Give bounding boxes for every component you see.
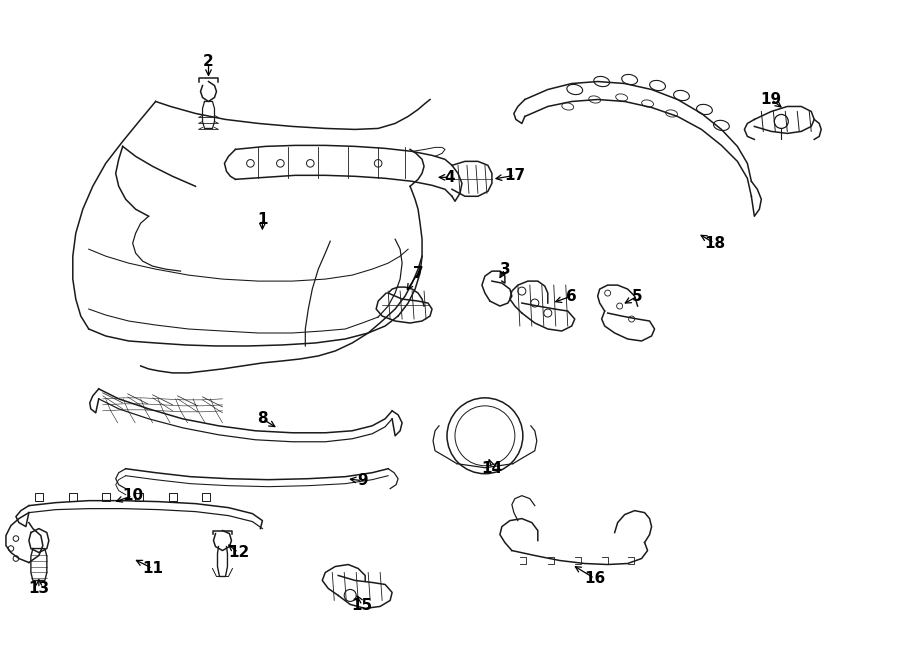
Text: 11: 11 <box>142 561 163 576</box>
Text: 6: 6 <box>566 289 577 303</box>
Text: 10: 10 <box>122 488 143 503</box>
Text: 14: 14 <box>482 461 502 476</box>
Text: 1: 1 <box>257 212 267 227</box>
Text: 8: 8 <box>257 411 267 426</box>
Text: 5: 5 <box>633 289 643 303</box>
Text: 4: 4 <box>445 170 455 185</box>
Text: 13: 13 <box>28 581 50 596</box>
Text: 19: 19 <box>760 92 782 107</box>
Text: 2: 2 <box>203 54 214 69</box>
Text: 17: 17 <box>504 168 526 183</box>
Text: 9: 9 <box>357 473 367 488</box>
Text: 7: 7 <box>413 266 423 281</box>
Text: 16: 16 <box>584 571 606 586</box>
Text: 3: 3 <box>500 262 510 277</box>
Text: 15: 15 <box>352 598 373 613</box>
Text: 12: 12 <box>228 545 249 560</box>
Text: 18: 18 <box>704 236 725 251</box>
